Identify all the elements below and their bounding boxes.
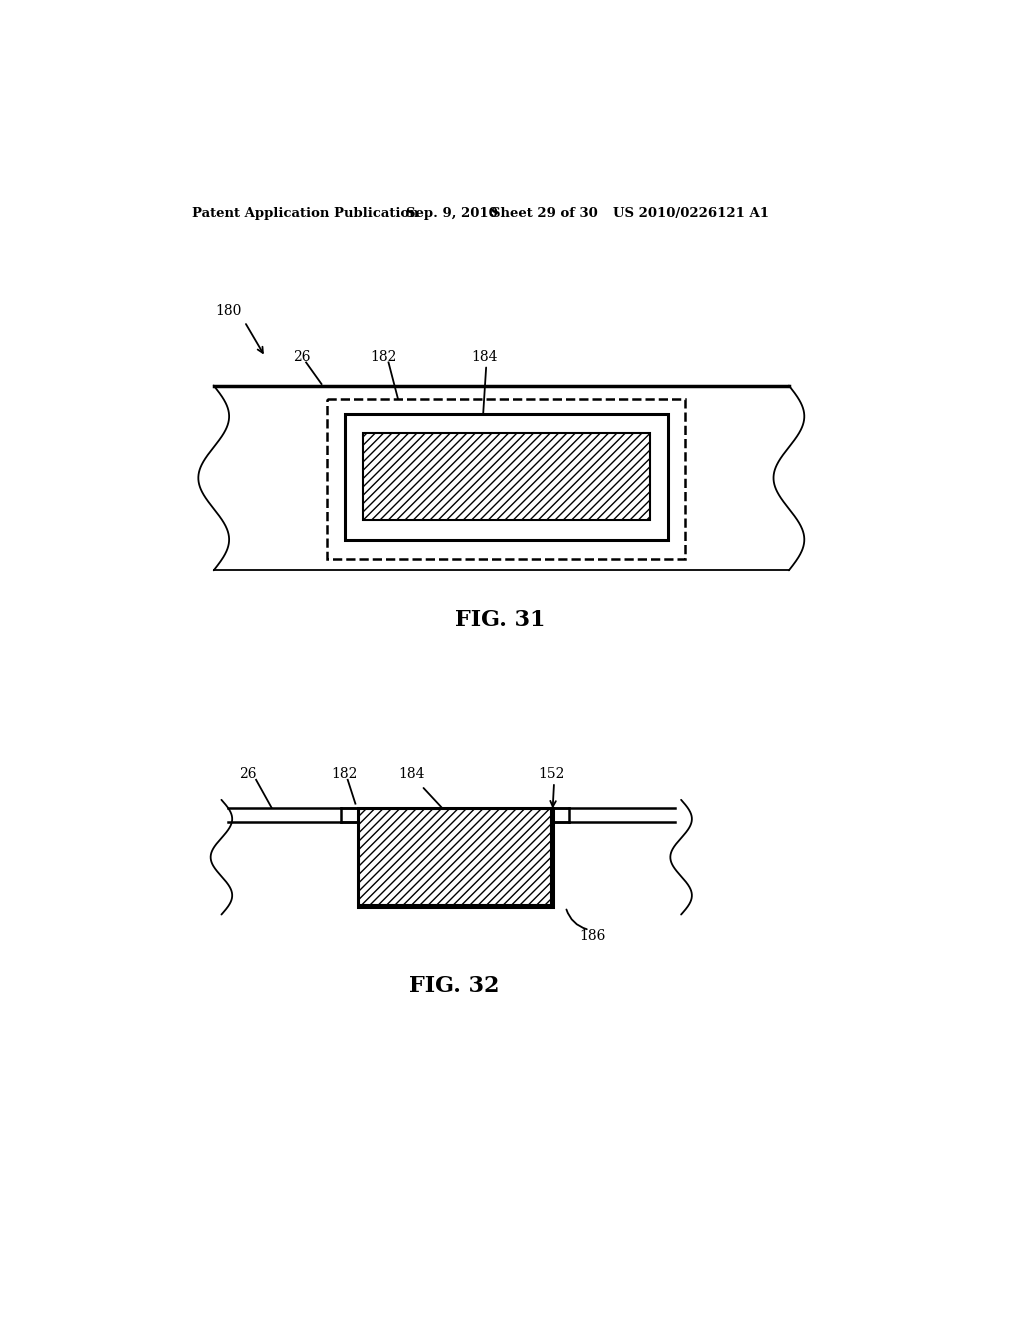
Text: 182: 182: [370, 350, 396, 364]
Text: FIG. 31: FIG. 31: [455, 610, 546, 631]
Text: 186: 186: [580, 929, 606, 942]
Bar: [359, 809, 551, 906]
Text: Sep. 9, 2010: Sep. 9, 2010: [407, 207, 498, 220]
Text: Sheet 29 of 30: Sheet 29 of 30: [490, 207, 598, 220]
Text: 184: 184: [471, 350, 498, 364]
Bar: [327, 399, 685, 558]
Text: 26: 26: [239, 767, 256, 781]
Text: 26: 26: [293, 350, 310, 364]
Text: 182: 182: [332, 767, 357, 781]
Text: FIG. 32: FIG. 32: [409, 975, 500, 997]
Bar: [364, 433, 649, 520]
Text: Patent Application Publication: Patent Application Publication: [193, 207, 419, 220]
Text: 152: 152: [539, 767, 565, 781]
Bar: [345, 414, 668, 540]
Bar: [357, 808, 553, 907]
Text: US 2010/0226121 A1: US 2010/0226121 A1: [612, 207, 769, 220]
Text: 184: 184: [398, 767, 425, 781]
Text: 180: 180: [215, 304, 242, 318]
